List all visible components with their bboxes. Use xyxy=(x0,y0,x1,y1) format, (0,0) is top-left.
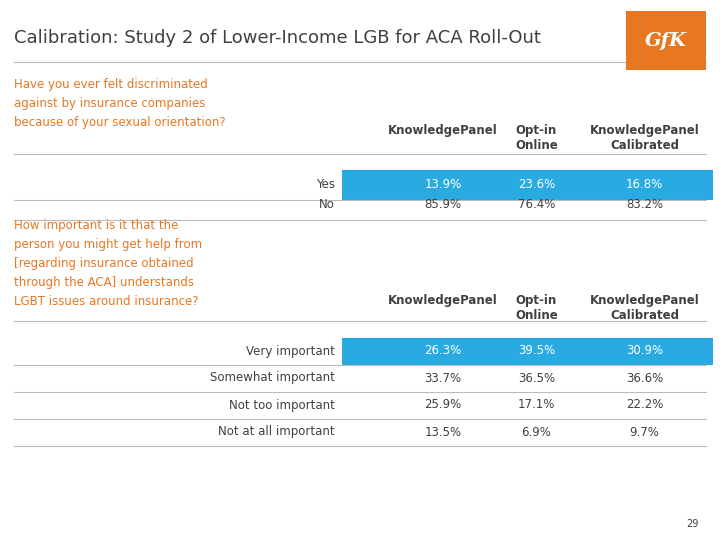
Text: No: No xyxy=(319,198,335,212)
Text: How important is it that the
person you might get help from
[regarding insurance: How important is it that the person you … xyxy=(14,219,202,308)
Text: 25.9%: 25.9% xyxy=(424,399,462,411)
Text: 22.2%: 22.2% xyxy=(626,399,663,411)
Text: Somewhat important: Somewhat important xyxy=(210,372,335,384)
Text: 36.6%: 36.6% xyxy=(626,372,663,384)
Text: KnowledgePanel: KnowledgePanel xyxy=(388,124,498,137)
Text: 30.9%: 30.9% xyxy=(626,345,663,357)
Text: 13.9%: 13.9% xyxy=(424,178,462,192)
Text: Very important: Very important xyxy=(246,345,335,357)
Text: 16.8%: 16.8% xyxy=(626,178,663,192)
Text: Opt-in
Online: Opt-in Online xyxy=(515,124,558,152)
Text: KnowledgePanel: KnowledgePanel xyxy=(388,294,498,307)
Bar xyxy=(626,11,706,70)
Text: 83.2%: 83.2% xyxy=(626,198,663,212)
Bar xyxy=(342,170,713,200)
Text: KnowledgePanel
Calibrated: KnowledgePanel Calibrated xyxy=(590,294,699,322)
Text: 36.5%: 36.5% xyxy=(518,372,555,384)
Text: 17.1%: 17.1% xyxy=(518,399,555,411)
Text: KnowledgePanel
Calibrated: KnowledgePanel Calibrated xyxy=(590,124,699,152)
Text: 76.4%: 76.4% xyxy=(518,198,555,212)
Text: 9.7%: 9.7% xyxy=(629,426,660,438)
Text: GfK: GfK xyxy=(645,31,687,50)
Text: Not at all important: Not at all important xyxy=(218,426,335,438)
Text: 85.9%: 85.9% xyxy=(424,198,462,212)
Text: 13.5%: 13.5% xyxy=(424,426,462,438)
Text: Opt-in
Online: Opt-in Online xyxy=(515,294,558,322)
Text: 6.9%: 6.9% xyxy=(521,426,552,438)
Text: Calibration: Study 2 of Lower-Income LGB for ACA Roll-Out: Calibration: Study 2 of Lower-Income LGB… xyxy=(14,29,541,47)
Text: 33.7%: 33.7% xyxy=(424,372,462,384)
Text: 23.6%: 23.6% xyxy=(518,178,555,192)
Text: Not too important: Not too important xyxy=(229,399,335,411)
Text: 39.5%: 39.5% xyxy=(518,345,555,357)
Text: 29: 29 xyxy=(686,519,698,529)
Text: 26.3%: 26.3% xyxy=(424,345,462,357)
Text: Have you ever felt discriminated
against by insurance companies
because of your : Have you ever felt discriminated against… xyxy=(14,78,226,129)
Text: Yes: Yes xyxy=(316,178,335,192)
Bar xyxy=(342,338,713,364)
